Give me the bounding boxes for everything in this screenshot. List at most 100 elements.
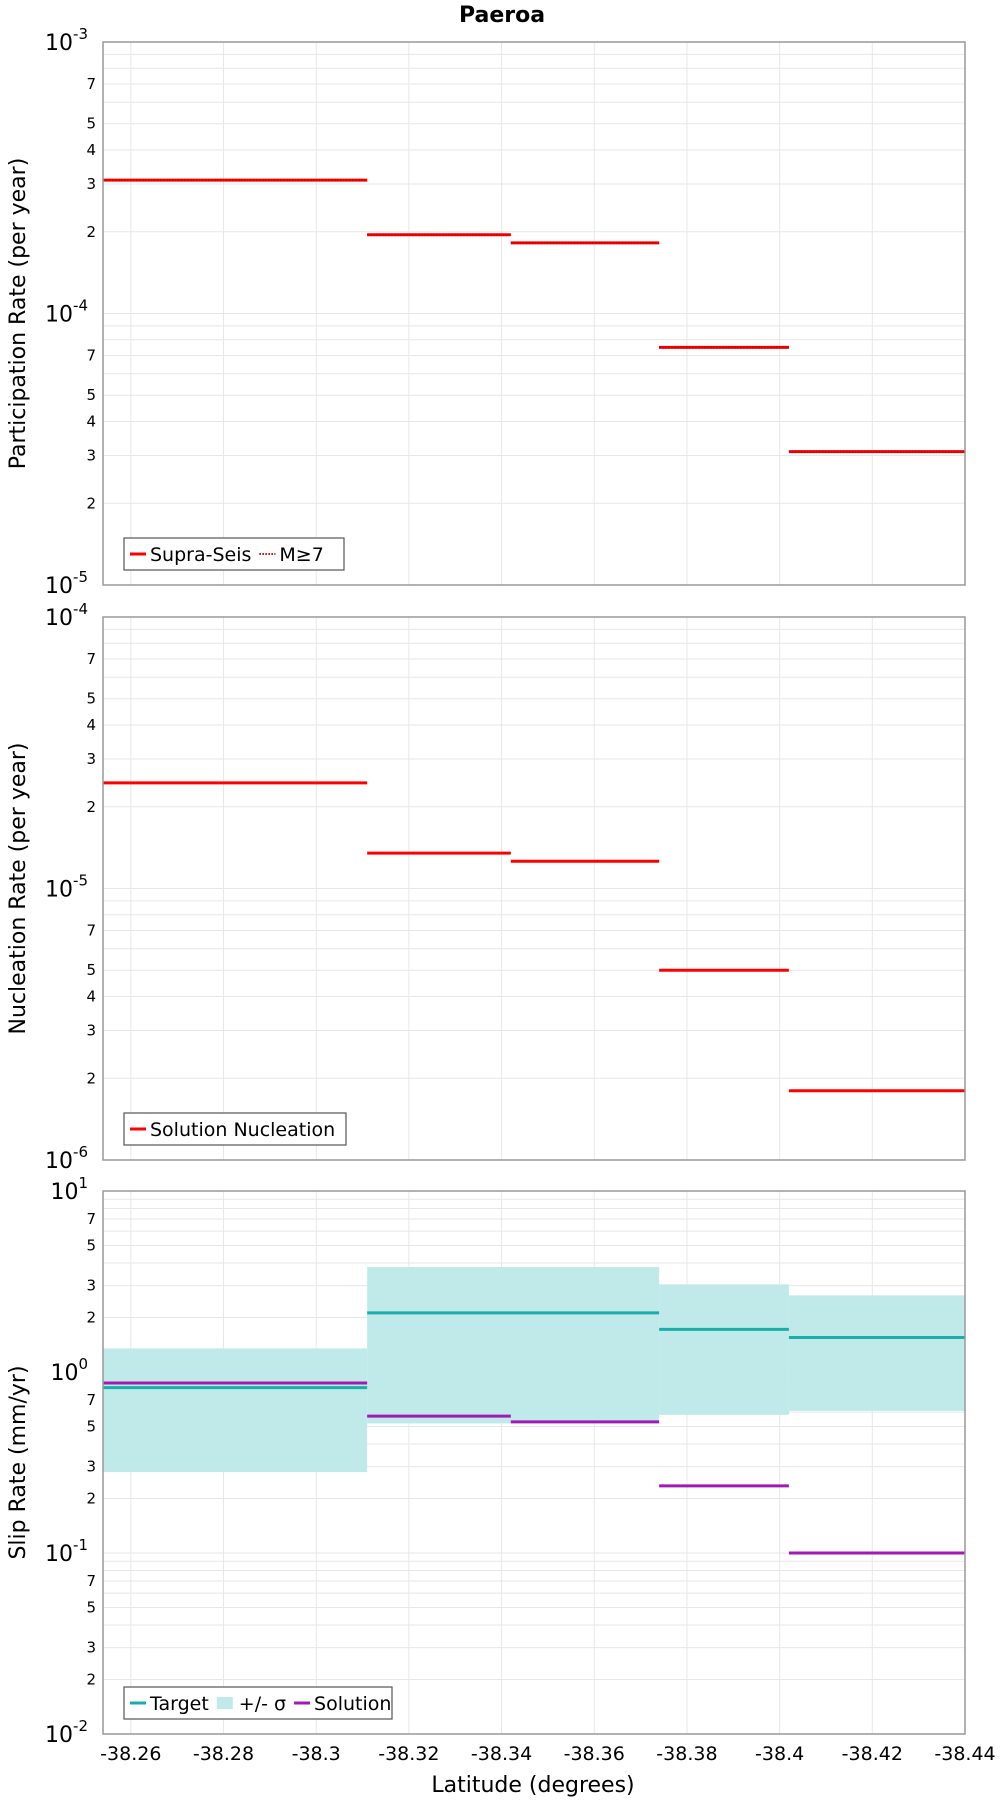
y-minor-tick-label: 3: [86, 1458, 96, 1476]
y-tick-base: 10: [50, 1180, 78, 1205]
chart-title: Paeroa: [459, 3, 545, 28]
y-minor-tick-label: 2: [86, 494, 96, 512]
y-minor-tick-label: 4: [86, 141, 96, 159]
x-tick-label: -38.26: [100, 1743, 161, 1765]
y-major-tick-label: 10-5: [45, 872, 88, 903]
y-minor-tick-label: 7: [86, 347, 96, 365]
sigma-band-segment: [103, 1348, 368, 1473]
y-minor-tick-label: 5: [86, 386, 96, 404]
legend-label: +/- σ: [239, 1693, 286, 1715]
legend-swatch-band: [216, 1697, 233, 1709]
y-tick-exponent: -6: [73, 1143, 88, 1161]
y-tick-base: 10: [45, 31, 73, 56]
plot-frame: [102, 1190, 966, 1735]
y-minor-tick-label: 4: [86, 716, 96, 734]
y-minor-tick-label: 7: [86, 650, 96, 668]
y-major-tick-label: 100: [50, 1355, 88, 1386]
legend: Supra-Seis M≥7: [123, 537, 345, 571]
y-tick-exponent: -4: [73, 600, 88, 618]
y-tick-exponent: 1: [78, 1174, 88, 1192]
x-tick-label: -38.28: [193, 1743, 254, 1765]
y-minor-tick-label: 7: [86, 1391, 96, 1409]
y-minor-tick-label: 3: [86, 175, 96, 193]
x-tick-label: -38.4: [755, 1743, 804, 1765]
y-tick-base: 10: [45, 878, 73, 903]
x-tick-label: -38.44: [934, 1743, 995, 1765]
y-minor-tick-label: 3: [86, 1639, 96, 1657]
sigma-band-segment: [659, 1284, 789, 1415]
y-minor-tick-label: 7: [86, 1210, 96, 1228]
y-minor-tick-label: 7: [86, 1572, 96, 1590]
legend-box: [123, 537, 345, 571]
y-minor-tick-label: 4: [86, 413, 96, 431]
plot-frame: [102, 41, 966, 586]
legend-box: [123, 1686, 393, 1720]
y-minor-tick-label: 2: [86, 1309, 96, 1327]
y-minor-tick-label: 2: [86, 223, 96, 241]
y-minor-tick-label: 3: [86, 1277, 96, 1295]
legend-label: Supra-Seis: [150, 544, 251, 566]
y-minor-tick-label: 3: [86, 446, 96, 464]
x-tick-label: -38.38: [656, 1743, 717, 1765]
y-minor-tick-label: 2: [86, 1069, 96, 1087]
x-tick-label: -38.3: [292, 1743, 341, 1765]
y-minor-tick-label: 4: [86, 988, 96, 1006]
y-minor-tick-label: 5: [86, 961, 96, 979]
plot-frame: [102, 616, 966, 1161]
y-axis-label: Slip Rate (mm/yr): [6, 1365, 31, 1559]
y-tick-base: 10: [45, 303, 73, 328]
y-minor-tick-label: 5: [86, 690, 96, 708]
y-tick-base: 10: [45, 1723, 73, 1748]
legend: Solution Nucleation: [123, 1112, 347, 1146]
legend: Target +/- σ Solution: [123, 1686, 393, 1720]
y-minor-tick-label: 2: [86, 1490, 96, 1508]
y-minor-tick-label: 2: [86, 798, 96, 816]
y-minor-tick-label: 3: [86, 750, 96, 768]
y-tick-base: 10: [45, 574, 73, 599]
y-minor-tick-label: 7: [86, 922, 96, 940]
legend-label: Solution: [314, 1693, 391, 1715]
y-major-tick-label: 10-2: [45, 1717, 88, 1748]
y-tick-exponent: -5: [73, 568, 88, 586]
y-tick-exponent: 0: [78, 1355, 88, 1373]
x-axis-label: Latitude (degrees): [431, 1773, 634, 1798]
y-major-tick-label: 10-3: [45, 25, 88, 56]
y-tick-exponent: -2: [73, 1717, 88, 1735]
x-tick-label: -38.36: [564, 1743, 625, 1765]
legend-label: M≥7: [279, 544, 323, 566]
y-tick-base: 10: [50, 1361, 78, 1386]
y-tick-base: 10: [45, 606, 73, 631]
legend-box: [123, 1112, 347, 1146]
y-minor-tick-label: 2: [86, 1671, 96, 1689]
y-tick-base: 10: [45, 1542, 73, 1567]
y-major-tick-label: 101: [50, 1174, 88, 1205]
x-tick-label: -38.34: [471, 1743, 532, 1765]
legend-label: Solution Nucleation: [150, 1119, 335, 1141]
y-minor-tick-label: 3: [86, 1021, 96, 1039]
y-major-tick-label: 10-4: [45, 600, 88, 631]
y-tick-exponent: -3: [73, 25, 88, 43]
sigma-band-segment: [788, 1295, 965, 1411]
y-tick-exponent: -5: [73, 872, 88, 890]
x-tick-label: -38.42: [842, 1743, 903, 1765]
x-tick-labels: -38.26 -38.28 -38.3 -38.32 -38.34 -38.36 -38.3…: [100, 1743, 995, 1765]
y-axis-label: Participation Rate (per year): [6, 158, 31, 470]
y-axis-label: Nucleation Rate (per year): [6, 743, 31, 1035]
y-tick-exponent: -4: [73, 297, 88, 315]
y-major-tick-label: 10-6: [45, 1143, 88, 1174]
y-tick-base: 10: [45, 1149, 73, 1174]
y-major-tick-label: 10-1: [45, 1536, 88, 1567]
y-minor-tick-label: 5: [86, 115, 96, 133]
y-minor-tick-label: 7: [86, 75, 96, 93]
y-minor-tick-label: 5: [86, 1598, 96, 1616]
y-tick-exponent: -1: [73, 1536, 88, 1554]
x-tick-label: -38.32: [378, 1743, 439, 1765]
legend-label: Target: [149, 1693, 209, 1715]
y-minor-tick-label: 5: [86, 1417, 96, 1435]
